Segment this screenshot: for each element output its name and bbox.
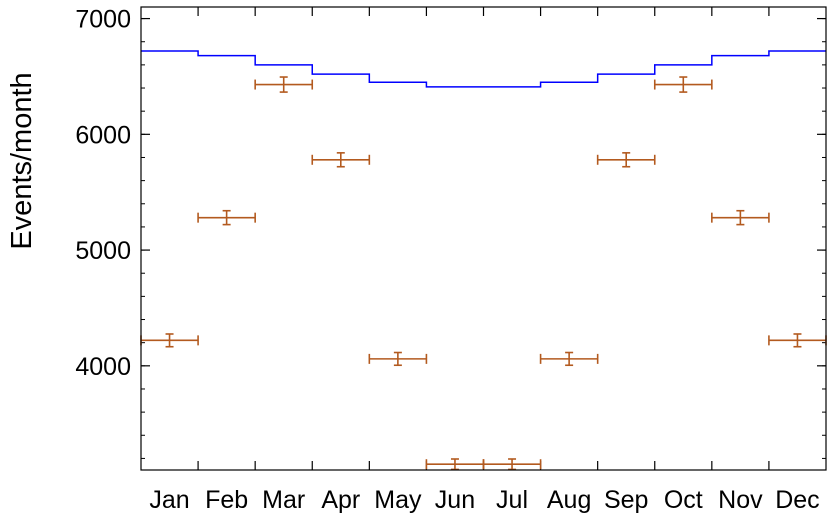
plot-frame	[140, 6, 827, 471]
data-point-feb	[197, 209, 256, 226]
x-tick-labels: Jan Feb Mar Apr May Jun Jul Aug Sep Oct Nov Dec	[149, 486, 819, 514]
measured-points	[140, 76, 827, 471]
data-point-sep	[596, 152, 656, 168]
data-point-dec	[768, 333, 827, 348]
x-tick-label: Mar	[262, 486, 305, 514]
model-step-path	[141, 50, 826, 88]
data-point-aug	[539, 351, 599, 367]
y-tick-label: 7000	[75, 6, 131, 34]
x-tick-label: Aug	[547, 486, 591, 514]
data-point-nov	[711, 209, 770, 226]
plot-background	[141, 7, 826, 470]
data-point-may	[368, 351, 428, 367]
x-tick-label: Apr	[321, 486, 360, 514]
x-tick-label: Jun	[435, 486, 475, 514]
y-tick-label: 5000	[75, 237, 131, 265]
y-axis-title: Events/month	[6, 72, 38, 249]
x-tick-label: Sep	[604, 486, 648, 514]
data-point-apr	[311, 152, 371, 168]
x-tick-label: Jan	[149, 486, 189, 514]
data-point-mar	[254, 76, 314, 93]
y-tick-label: 6000	[75, 121, 131, 149]
x-tick-label: Oct	[664, 486, 703, 514]
x-tick-label: Nov	[718, 486, 763, 514]
x-tick-label: May	[374, 486, 422, 514]
y-tick-label: 4000	[75, 353, 131, 381]
x-tick-label: Feb	[205, 486, 248, 514]
x-tick-label: Dec	[775, 486, 819, 514]
y-tick-labels: 4000 5000 6000 7000	[75, 6, 131, 381]
data-point-oct	[653, 76, 713, 93]
x-tick-label: Jul	[496, 486, 528, 514]
expected-rate-step-line	[141, 50, 826, 88]
